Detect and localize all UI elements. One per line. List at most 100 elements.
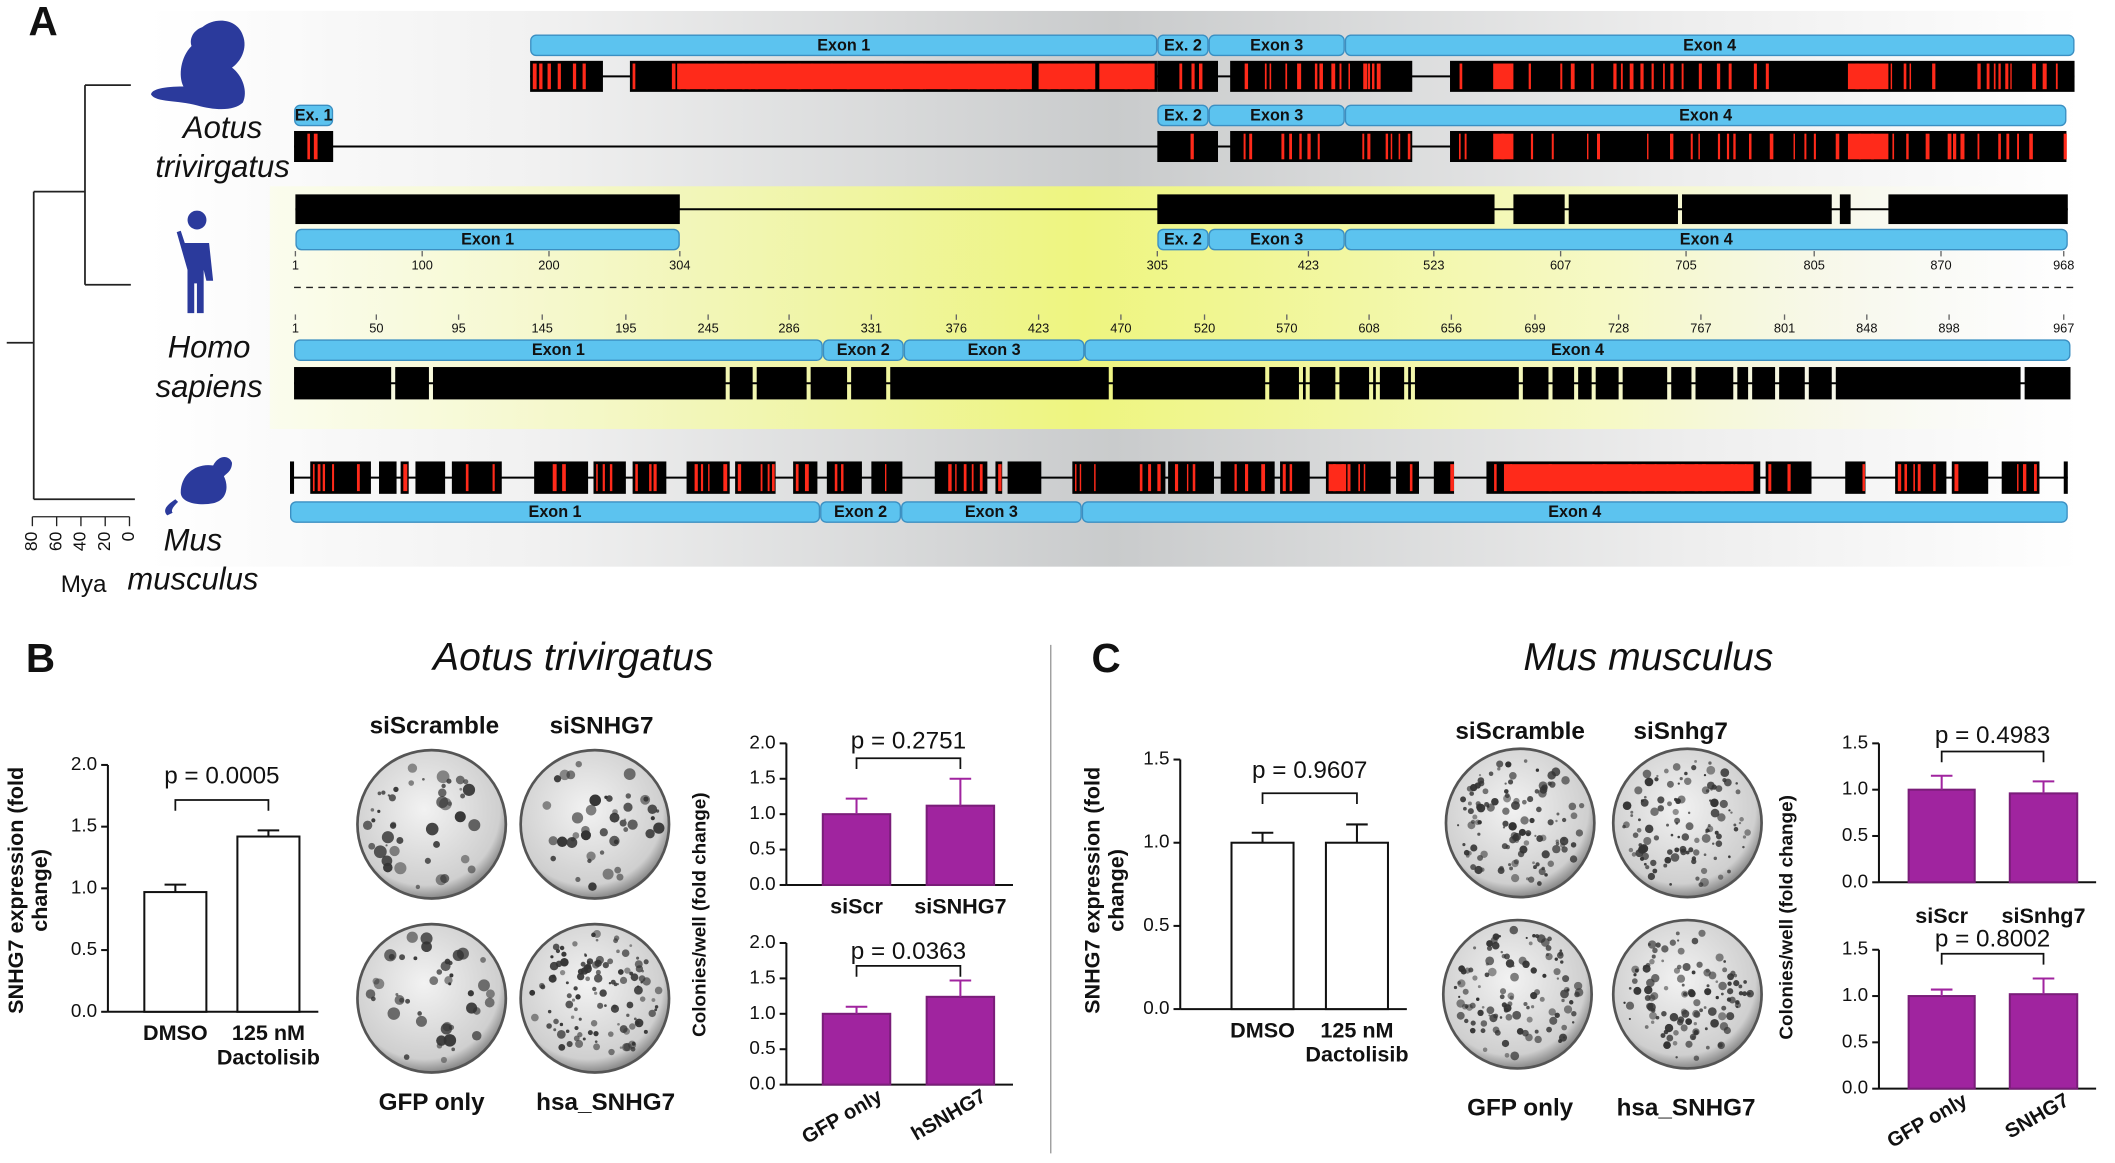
exon-box (822, 339, 904, 361)
colony (393, 786, 399, 793)
exon-block (1157, 60, 1219, 92)
ruler-label: 1 (292, 257, 299, 272)
colony (550, 855, 556, 862)
colony (1486, 945, 1493, 951)
colony (575, 1039, 584, 1048)
colony (1563, 1005, 1573, 1014)
colony (629, 944, 633, 947)
colony (1647, 940, 1657, 949)
colony (588, 882, 597, 891)
colony (633, 985, 643, 995)
ruler-label: 50 (369, 321, 383, 336)
x-tick-label: hSNHG7 (908, 1085, 990, 1145)
colony (377, 809, 381, 813)
ruler-label: 699 (1524, 321, 1545, 336)
colony (593, 1031, 599, 1037)
colony (1672, 763, 1681, 771)
variant-stripe (1587, 133, 1589, 160)
variant-stripe (737, 464, 742, 492)
variant-stripe (2063, 133, 2067, 160)
variant-region (1328, 464, 1347, 492)
variant-stripe (1551, 133, 1554, 160)
colony (1457, 979, 1466, 988)
colony (1735, 789, 1741, 795)
exon-block (1408, 367, 1411, 400)
ruler-label: 801 (1774, 321, 1795, 336)
exon-block (756, 367, 807, 400)
colony (1470, 844, 1478, 852)
colony (1554, 957, 1558, 961)
variant-stripe (1698, 63, 1702, 90)
variant-stripe (1390, 133, 1393, 160)
colony (1669, 1013, 1679, 1022)
colony (1555, 819, 1558, 823)
exon-label: Exon 4 (1683, 36, 1736, 54)
variant-stripe (653, 464, 657, 492)
variant-stripe (1459, 63, 1463, 90)
variant-stripe (804, 464, 809, 492)
colony (613, 839, 619, 845)
variant-stripe (1977, 63, 1981, 90)
colony (627, 819, 638, 830)
bar (1230, 841, 1295, 1011)
colony (385, 844, 388, 847)
variant-region (1847, 63, 1889, 90)
colony (1710, 1018, 1719, 1028)
variant-stripe (1094, 464, 1096, 492)
ruler-label: 870 (1930, 257, 1951, 272)
y-tick-label: 0.0 (71, 1001, 97, 1022)
colony (466, 1002, 478, 1014)
colony (1529, 817, 1535, 824)
variant-stripe (2029, 133, 2033, 160)
colony (607, 1031, 614, 1037)
ruler-label: 376 (946, 321, 967, 336)
colony (616, 873, 624, 881)
exon-block (1230, 130, 1413, 163)
colony (1643, 836, 1652, 846)
variant-stripe (1717, 133, 1721, 160)
colony (580, 967, 589, 975)
colony (1693, 999, 1701, 1007)
colony (1504, 782, 1507, 785)
x-tick-label: DMSO (143, 1023, 208, 1046)
y-tick-label: 0.5 (749, 839, 775, 860)
colony (1532, 861, 1535, 865)
colony (1470, 1020, 1476, 1026)
variant-stripe (1409, 464, 1413, 492)
colony (559, 769, 571, 781)
colony (403, 1054, 410, 1060)
colony (1653, 835, 1660, 841)
colony (1663, 768, 1669, 774)
error-bar (257, 829, 280, 837)
phylogeny (6, 84, 135, 501)
variant-stripe (1363, 464, 1366, 492)
variant-stripe (1909, 63, 1912, 90)
error-bar (949, 777, 972, 806)
colony (1735, 1005, 1739, 1008)
colony (1556, 952, 1564, 959)
variant-stripe (403, 464, 408, 492)
colony (447, 801, 453, 806)
colony (1685, 1040, 1693, 1048)
variant-stripe (1913, 464, 1915, 492)
variant-stripe (2022, 464, 2027, 492)
significance-bracket (1940, 952, 2045, 965)
y-tick-label: 1.5 (749, 768, 775, 789)
colony (1477, 1009, 1484, 1017)
colony (638, 975, 646, 982)
colony (633, 1017, 637, 1021)
colony (629, 1023, 636, 1030)
variant-stripe (1890, 63, 1893, 90)
colony (1693, 1021, 1697, 1026)
colony (608, 982, 612, 985)
colony (1635, 849, 1644, 858)
exon-block (1072, 461, 1166, 494)
colony (1547, 860, 1555, 867)
panel-label: A (29, 0, 58, 44)
colony (388, 794, 396, 802)
colony (1561, 1024, 1568, 1031)
colony (436, 969, 443, 975)
variant-stripe (1813, 133, 1816, 160)
colony (1733, 823, 1737, 827)
colony (1674, 847, 1680, 853)
